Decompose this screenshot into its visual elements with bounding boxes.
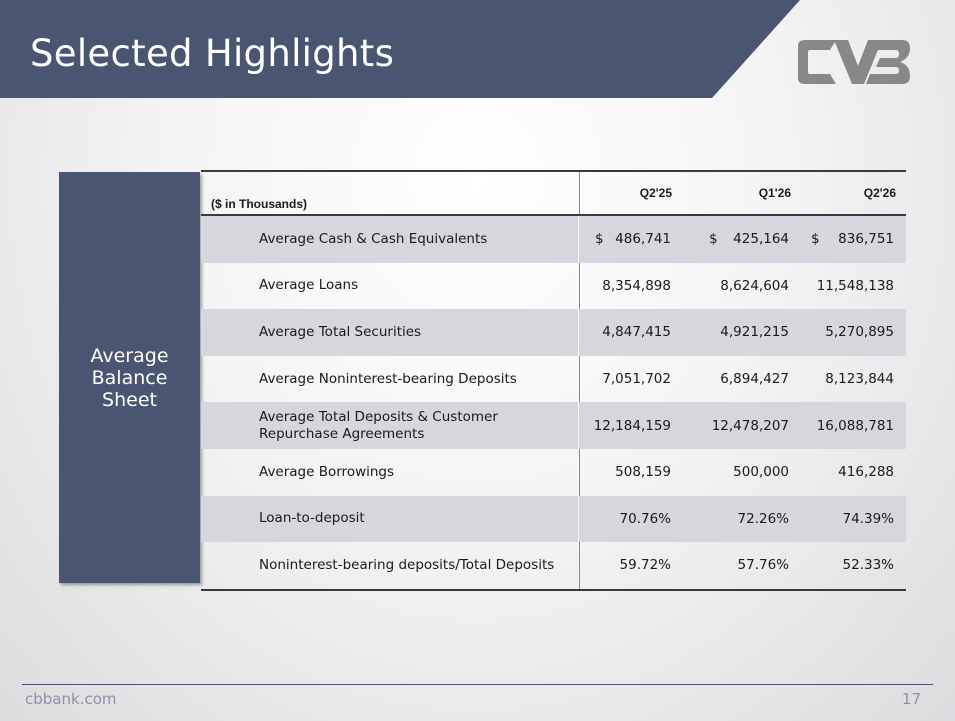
cell-value: 52.33% bbox=[842, 557, 894, 574]
cell-value: 4,921,215 bbox=[720, 324, 789, 341]
row-label: Average Loans bbox=[259, 277, 359, 294]
cell-value: 486,741 bbox=[615, 231, 671, 248]
column-divider bbox=[579, 172, 580, 214]
cvb-logo-icon bbox=[798, 40, 910, 84]
row-label: Noninterest-bearing deposits/Total Depos… bbox=[259, 556, 555, 573]
cell-value: 12,184,159 bbox=[593, 417, 671, 434]
row-label: Average Total Deposits & Customer Repurc… bbox=[259, 408, 498, 442]
cell-value: 74.39% bbox=[842, 510, 894, 527]
table-header: ($ in Thousands) Q2'25 Q1'26 Q2'26 bbox=[201, 170, 906, 216]
currency-symbol: $ bbox=[709, 231, 718, 248]
cell-value: 8,624,604 bbox=[720, 277, 789, 294]
column-divider bbox=[579, 355, 580, 403]
row-label: Average Cash & Cash Equivalents bbox=[259, 230, 488, 247]
section-label: Average Balance Sheet bbox=[90, 344, 169, 411]
highlights-table: ($ in Thousands) Q2'25 Q1'26 Q2'26 Avera… bbox=[201, 170, 906, 591]
units-label: ($ in Thousands) bbox=[211, 197, 307, 211]
cell-value: 7,051,702 bbox=[602, 371, 671, 388]
table-row: Average Loans 8,354,898 8,624,604 11,548… bbox=[201, 262, 906, 310]
table-row: Average Total Deposits & Customer Repurc… bbox=[201, 402, 906, 449]
table-row: Average Cash & Cash Equivalents $ $ $ 48… bbox=[201, 216, 906, 263]
cell-value: 59.72% bbox=[619, 557, 671, 574]
table-row: Noninterest-bearing deposits/Total Depos… bbox=[201, 542, 906, 589]
column-header-q1-26: Q1'26 bbox=[758, 186, 791, 200]
cell-value: 57.76% bbox=[737, 557, 789, 574]
table-bottom-rule bbox=[201, 588, 906, 591]
cell-value: 836,751 bbox=[838, 231, 894, 248]
cell-value: 8,354,898 bbox=[602, 277, 671, 294]
currency-symbol: $ bbox=[595, 231, 604, 248]
cell-value: 508,159 bbox=[615, 464, 671, 481]
title-banner bbox=[0, 0, 800, 98]
currency-symbol: $ bbox=[811, 231, 820, 248]
column-divider bbox=[579, 262, 580, 310]
footer-divider bbox=[22, 684, 933, 685]
cell-value: 72.26% bbox=[737, 510, 789, 527]
footer-website: cbbank.com bbox=[25, 690, 117, 708]
cell-value: 12,478,207 bbox=[711, 417, 789, 434]
row-label: Loan-to-deposit bbox=[259, 510, 365, 527]
cell-value: 5,270,895 bbox=[825, 324, 894, 341]
cell-value: 8,123,844 bbox=[825, 371, 894, 388]
cell-value: 425,164 bbox=[733, 231, 789, 248]
row-label: Average Borrowings bbox=[259, 463, 395, 480]
column-header-q2-26: Q2'26 bbox=[863, 186, 896, 200]
row-label: Average Total Securities bbox=[259, 323, 422, 340]
cell-value: 11,548,138 bbox=[816, 277, 894, 294]
cell-value: 70.76% bbox=[619, 510, 671, 527]
cell-value: 4,847,415 bbox=[602, 324, 671, 341]
cell-value: 416,288 bbox=[838, 464, 894, 481]
section-panel: Average Balance Sheet bbox=[59, 172, 200, 583]
table-row: Average Noninterest-bearing Deposits 7,0… bbox=[201, 355, 906, 403]
row-label: Average Noninterest-bearing Deposits bbox=[259, 370, 517, 387]
cell-value: 6,894,427 bbox=[720, 371, 789, 388]
column-divider bbox=[579, 448, 580, 496]
column-header-q2-25: Q2'25 bbox=[639, 186, 672, 200]
cell-value: 16,088,781 bbox=[816, 417, 894, 434]
cell-value: 500,000 bbox=[733, 464, 789, 481]
table-row: Average Total Securities 4,847,415 4,921… bbox=[201, 309, 906, 356]
page-title: Selected Highlights bbox=[30, 32, 395, 75]
table-row: Loan-to-deposit 70.76% 72.26% 74.39% bbox=[201, 495, 906, 543]
page-number: 17 bbox=[901, 690, 921, 708]
table-row: Average Borrowings 508,159 500,000 416,2… bbox=[201, 448, 906, 496]
column-divider bbox=[579, 542, 580, 589]
